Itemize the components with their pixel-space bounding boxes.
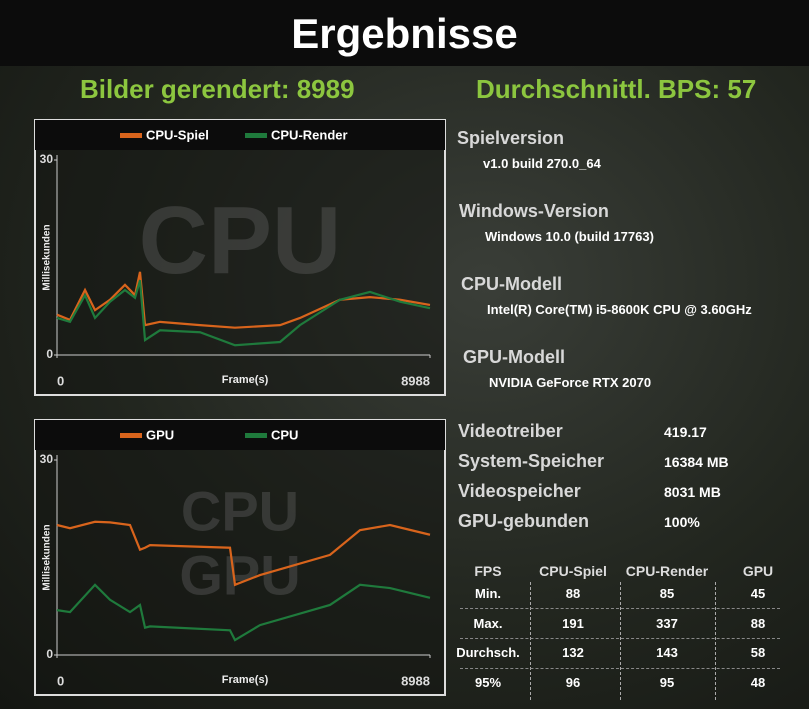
x-axis-label: Frame(s) — [222, 674, 269, 686]
table-divider — [460, 608, 780, 610]
stat-label: Videotreiber — [458, 421, 563, 441]
x-tick-label: 8988 — [401, 373, 430, 388]
info-label: CPU-Modell — [461, 274, 562, 294]
table-cell: 45 — [750, 586, 766, 601]
stat-value: 16384 MB — [664, 454, 729, 470]
title-bar — [0, 0, 809, 66]
stat-label: System-Speicher — [458, 451, 605, 471]
info-label: GPU-Modell — [463, 347, 565, 367]
y-tick-label: 0 — [46, 647, 53, 661]
stat-value: 419.17 — [664, 424, 707, 440]
table-row-label: Max. — [473, 616, 503, 631]
table-cell: 88 — [750, 616, 766, 631]
y-tick-label: 30 — [40, 152, 54, 166]
series-line — [56, 520, 431, 587]
info-value: Windows 10.0 (build 17763) — [485, 229, 654, 244]
series-line — [56, 583, 431, 642]
y-axis-label: Millisekunden — [42, 224, 53, 290]
table-cell: 88 — [565, 586, 581, 601]
table-divider — [620, 582, 622, 700]
legend-swatch — [245, 133, 267, 138]
legend-label: CPU-Render — [271, 127, 348, 142]
chart-panel — [34, 419, 446, 696]
table-cell: 85 — [659, 586, 675, 601]
legend-swatch — [245, 433, 267, 438]
table-divider — [460, 668, 780, 670]
stat-value: 8031 MB — [664, 484, 721, 500]
stat-label: Videospeicher — [458, 481, 581, 501]
watermark: GPU — [179, 543, 300, 606]
stat-label: GPU-gebunden — [458, 511, 589, 531]
legend-swatch — [120, 433, 142, 438]
series-line — [56, 279, 431, 347]
stat-value: 100% — [664, 514, 700, 530]
table-cell: 132 — [562, 645, 584, 660]
table-cell: 96 — [565, 675, 581, 690]
info-value: NVIDIA GeForce RTX 2070 — [489, 375, 652, 390]
table-cell: 58 — [750, 645, 766, 660]
legend-label: CPU — [271, 427, 298, 442]
x-tick-label: 8988 — [401, 673, 430, 688]
table-divider — [530, 582, 532, 700]
info-value: Intel(R) Core(TM) i5-8600K CPU @ 3.60GHz — [487, 302, 752, 317]
x-tick-label: 0 — [57, 373, 64, 388]
info-value: v1.0 build 270.0_64 — [483, 156, 601, 171]
y-tick-label: 30 — [40, 452, 54, 466]
title: Ergebnisse — [291, 10, 518, 57]
frames-rendered: Bilder gerendert: 8989 — [80, 74, 355, 104]
legend-label: GPU — [146, 427, 174, 442]
table-header: GPU — [742, 563, 774, 579]
y-axis-label: Millisekunden — [42, 524, 53, 590]
table-divider — [460, 638, 780, 640]
legend-strip — [35, 120, 445, 150]
table-header: CPU-Spiel — [539, 563, 607, 579]
table-cell: 191 — [562, 616, 584, 631]
table-cell: 143 — [656, 645, 678, 660]
y-tick-label: 0 — [46, 347, 53, 361]
table-row-label: 95% — [474, 675, 502, 690]
info-label: Windows-Version — [459, 201, 609, 221]
legend-strip — [35, 420, 445, 450]
chart-panel — [34, 119, 446, 396]
table-cell: 337 — [656, 616, 678, 631]
table-cell: 95 — [659, 675, 675, 690]
watermark: CPU — [181, 479, 299, 542]
table-header: CPU-Render — [625, 563, 709, 579]
table-divider — [715, 582, 717, 700]
watermark: CPU — [139, 187, 342, 294]
x-axis-label: Frame(s) — [222, 374, 269, 386]
legend-swatch — [120, 133, 142, 138]
legend-label: CPU-Spiel — [146, 127, 209, 142]
x-tick-label: 0 — [57, 673, 64, 688]
table-cell: 48 — [750, 675, 766, 690]
average-fps: Durchschnittl. BPS: 57 — [476, 74, 757, 104]
info-label: Spielversion — [457, 128, 565, 148]
table-row-label: Min. — [475, 586, 501, 601]
table-header: FPS — [474, 563, 502, 579]
table-row-label: Durchsch. — [456, 645, 520, 660]
